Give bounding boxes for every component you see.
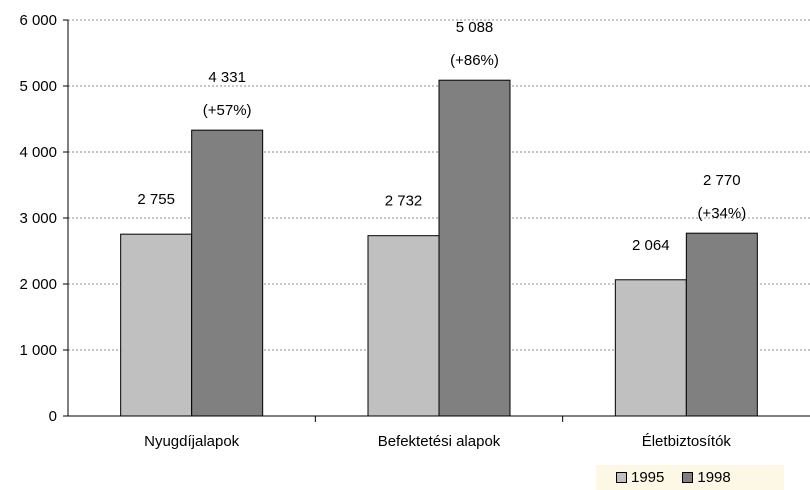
bar-1998 [191,129,264,417]
change-label: (+57%) [203,102,252,119]
legend-swatch-1998 [682,472,694,483]
x-tick-label: Nyugdíjalapok [144,433,240,450]
y-tick-label: 0 [49,408,57,425]
legend-item-1998: 1998 [682,469,731,486]
bar-1995 [614,279,687,417]
data-label: 2 770 [703,172,741,189]
legend-label-1995: 1995 [631,469,665,486]
x-tick-label: Befektetési alapok [378,433,501,450]
legend-item-1995: 1995 [616,469,664,486]
change-label: (+86%) [450,52,499,69]
y-tick-label: 4 000 [19,144,57,161]
bar-1995 [367,235,440,417]
y-tick-label: 2 000 [19,276,57,293]
legend-label-1998: 1998 [697,469,731,486]
bar-1998 [438,79,511,417]
bar-1998 [685,232,758,417]
bar-1995 [120,233,193,417]
legend: 1995 1998 [596,465,784,490]
legend-swatch-1995 [616,472,627,483]
y-tick-label: 1 000 [19,342,57,359]
data-label: 2 732 [385,193,423,210]
data-label: 5 088 [456,19,494,36]
y-tick-label: 5 000 [19,78,57,95]
y-tick-label: 6 000 [19,12,57,29]
change-label: (+34%) [697,205,746,222]
x-tick-label: Életbiztosítók [642,433,732,450]
data-label: 4 331 [208,69,246,86]
y-tick-label: 3 000 [19,210,57,227]
data-label: 2 755 [137,191,175,208]
data-label: 2 064 [632,237,670,254]
